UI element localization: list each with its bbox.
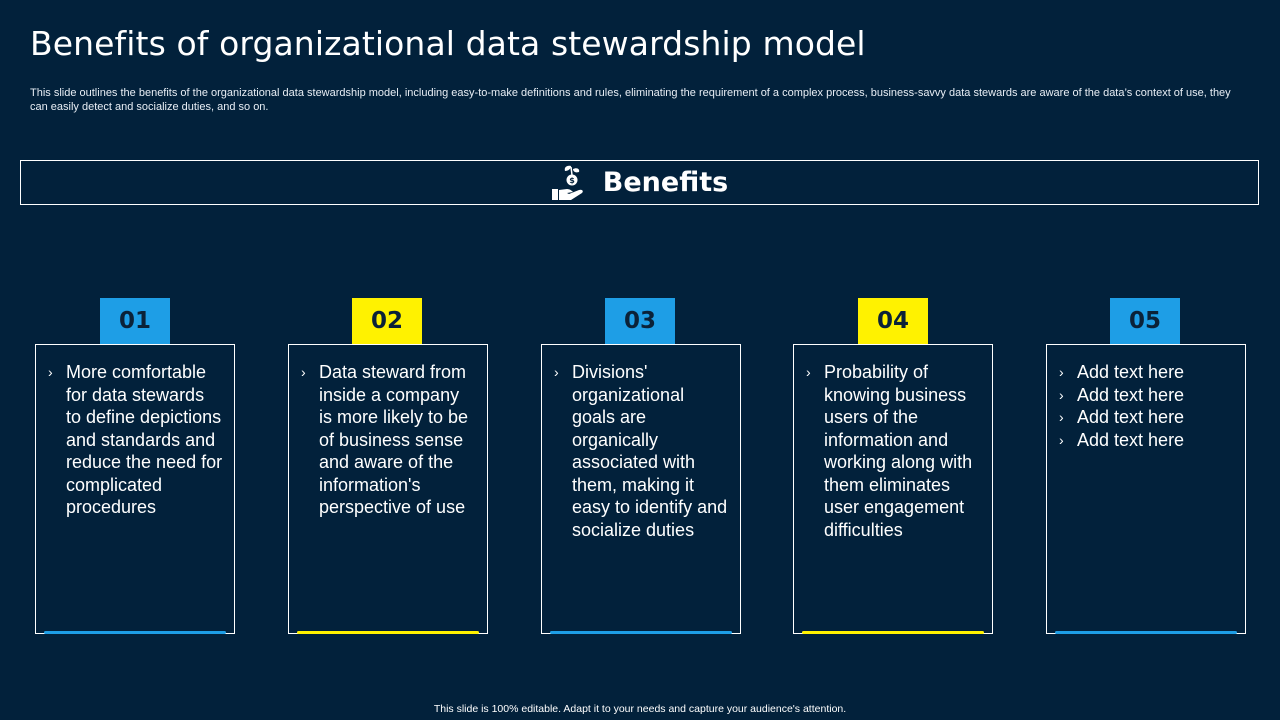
list-item: › Add text here — [1059, 407, 1185, 427]
card-accent-line — [297, 631, 479, 634]
card-number: 03 — [605, 298, 675, 344]
svg-text:$: $ — [569, 176, 575, 185]
card-accent-line — [802, 631, 984, 634]
card-number: 01 — [100, 298, 170, 344]
chevron-right-icon: › — [1059, 386, 1064, 403]
chevron-right-icon: › — [48, 364, 53, 380]
list-item: › Add text here — [1059, 362, 1185, 382]
card-accent-line — [550, 631, 732, 634]
card-accent-line — [1055, 631, 1237, 634]
chevron-right-icon: › — [1059, 431, 1064, 448]
list-item: › Add text here — [1059, 384, 1185, 405]
chevron-right-icon: › — [301, 364, 306, 380]
card-body: › More comfortable for data stewards to d… — [35, 344, 235, 634]
chevron-right-icon: › — [554, 364, 559, 380]
card-body: › Data steward from inside a company is m… — [288, 344, 488, 634]
list-item: › Probability of knowing business users o… — [806, 362, 973, 540]
page-subtitle: This slide outlines the benefits of the … — [30, 87, 1231, 113]
benefit-card-02: 02 › Data steward from inside a company i… — [288, 298, 488, 635]
benefits-label: Benefits — [602, 167, 729, 198]
card-body: › Divisions' organizational goals are org… — [541, 344, 741, 634]
card-body: › Add text here › Add text here › Add text … — [1046, 344, 1246, 634]
benefits-header: $ Benefits — [20, 160, 1259, 205]
hand-plant-coin-icon: $ — [551, 165, 583, 200]
card-body: › Probability of knowing business users o… — [793, 344, 993, 634]
benefit-card-05: 05 › Add text here › Add text here › Add te… — [1046, 298, 1246, 635]
card-number: 04 — [858, 298, 928, 344]
list-item: › Divisions' organizational goals are org… — [554, 362, 728, 540]
chevron-right-icon: › — [806, 364, 811, 380]
chevron-right-icon: › — [1059, 364, 1064, 380]
benefit-card-03: 03 › Divisions' organizational goals are … — [541, 298, 741, 635]
list-item: › More comfortable for data stewards to d… — [48, 362, 223, 517]
chevron-right-icon: › — [1059, 409, 1064, 425]
footer-note: This slide is 100% editable. Adapt it to… — [433, 703, 847, 715]
list-item: › Add text here — [1059, 429, 1185, 450]
benefit-card-01: 01 › More comfortable for data stewards t… — [35, 298, 235, 635]
card-number: 02 — [352, 298, 422, 344]
card-number: 05 — [1110, 298, 1180, 344]
benefit-card-04: 04 › Probability of knowing business user… — [793, 298, 993, 635]
page-title: Benefits of organizational data stewards… — [30, 24, 866, 63]
card-accent-line — [44, 631, 226, 634]
list-item: › Data steward from inside a company is m… — [301, 362, 469, 517]
